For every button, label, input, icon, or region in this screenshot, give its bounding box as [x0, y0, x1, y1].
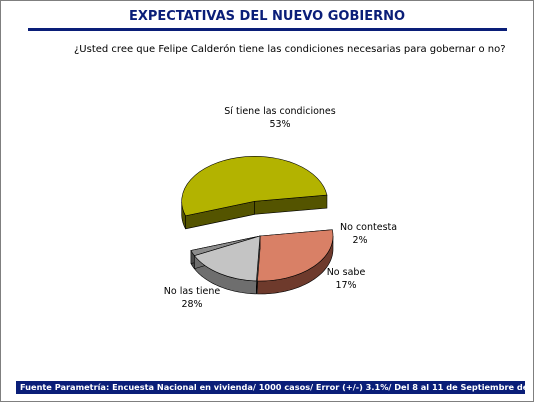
page-title: EXPECTATIVAS DEL NUEVO GOBIERNO — [128, 9, 406, 24]
pie-slices — [181, 156, 334, 295]
pie-slice-no-sabe — [193, 235, 261, 295]
pie-slice-si-tiene-las-condiciones — [181, 156, 328, 230]
source-footer: Fuente Parametría: Encuesta Nacional en … — [16, 381, 525, 394]
slice-label-no-las-tiene: No las tiene — [164, 286, 221, 297]
title-underline — [28, 28, 507, 31]
slice-label-no-sabe: No sabe — [327, 267, 366, 278]
slice-value-no-contesta: 2% — [352, 235, 367, 246]
pie-slice-top — [181, 156, 328, 217]
pie-slice-top — [256, 229, 334, 282]
slice-value-si-tiene-las-condiciones: 53% — [269, 119, 290, 130]
slice-label-si-tiene-las-condiciones: Sí tiene las condiciones — [224, 106, 335, 117]
pie-labels: Sí tiene las condiciones 53% No contesta 2%… — [164, 106, 397, 310]
slice-value-no-sabe: 17% — [335, 280, 356, 291]
slice-value-no-las-tiene: 28% — [181, 299, 202, 310]
slice-label-no-contesta: No contesta — [340, 222, 397, 233]
pie-slice-no-las-tiene — [256, 229, 334, 295]
pie-slice-top — [193, 235, 261, 282]
survey-question: ¿Usted cree que Felipe Calderón tiene la… — [74, 44, 506, 55]
